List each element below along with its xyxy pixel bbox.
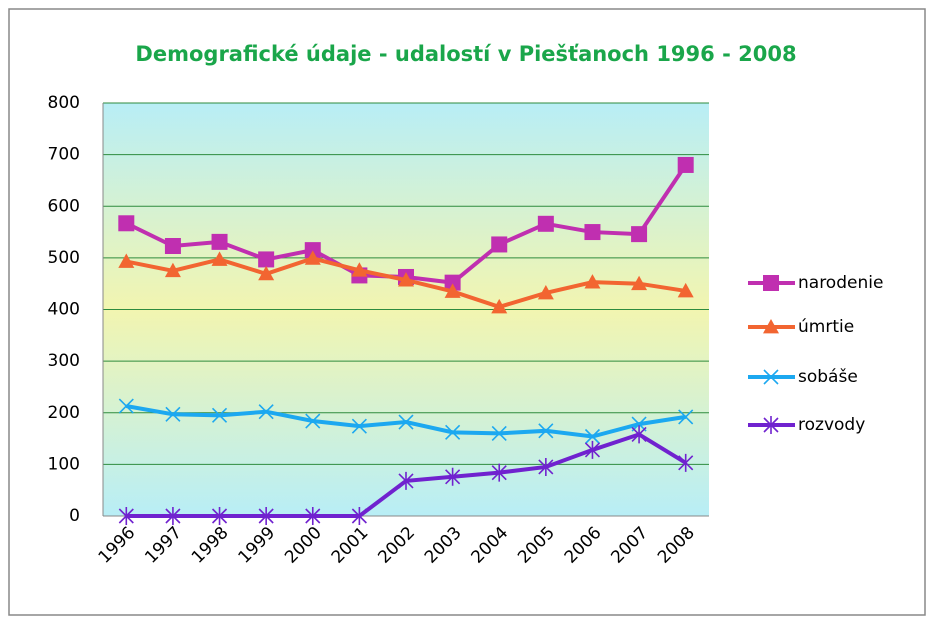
marker (258, 265, 275, 281)
marker (305, 507, 321, 525)
marker (491, 236, 508, 253)
chart-title: Demografické údaje - udalostí v Piešťano… (135, 42, 796, 66)
y-tick-label: 300 (48, 351, 80, 371)
marker (763, 319, 779, 334)
marker (491, 298, 508, 314)
marker (445, 424, 461, 440)
marker (398, 471, 414, 490)
marker (211, 507, 228, 525)
marker (491, 463, 507, 482)
marker (631, 275, 648, 291)
marker (584, 440, 601, 459)
marker (351, 507, 367, 525)
marker (351, 262, 368, 277)
marker (258, 507, 274, 525)
marker (211, 407, 228, 423)
marker (584, 428, 601, 445)
marker (677, 156, 694, 173)
y-tick-label: 100 (48, 454, 80, 474)
marker (164, 262, 181, 278)
marker (763, 275, 779, 291)
marker (165, 406, 181, 422)
marker (763, 369, 779, 385)
marker (258, 251, 275, 268)
marker (304, 242, 321, 259)
marker (211, 233, 228, 250)
marker (631, 425, 647, 444)
y-tick-label: 600 (48, 196, 80, 216)
marker (537, 284, 554, 300)
marker (305, 413, 321, 429)
marker (763, 416, 779, 434)
y-tick-label: 200 (48, 403, 80, 423)
marker (258, 404, 274, 420)
marker (165, 507, 181, 525)
marker (677, 282, 694, 298)
marker (444, 274, 461, 291)
marker (304, 250, 321, 265)
y-tick-label: 0 (69, 506, 80, 526)
marker (444, 283, 461, 298)
marker (584, 274, 601, 289)
y-tick-label: 400 (48, 300, 80, 320)
marker (538, 457, 554, 476)
marker (445, 467, 461, 486)
marker (678, 409, 694, 425)
legend-label: rozvody (798, 415, 865, 435)
legend-label: narodenie (798, 273, 883, 293)
marker (351, 418, 367, 434)
marker (538, 423, 554, 439)
marker (118, 215, 135, 232)
marker (211, 251, 228, 266)
marker (678, 453, 694, 472)
legend-label: sobáše (798, 367, 858, 387)
marker (118, 253, 135, 268)
marker (584, 224, 601, 241)
marker (398, 414, 414, 430)
marker (118, 507, 134, 525)
legend-label: úmrtie (798, 317, 854, 337)
marker (537, 215, 554, 232)
y-tick-label: 700 (48, 145, 80, 165)
y-tick-label: 800 (48, 93, 80, 113)
marker (164, 238, 181, 255)
marker (398, 272, 414, 287)
marker (118, 398, 134, 414)
marker (491, 425, 507, 441)
marker (631, 226, 648, 243)
y-tick-label: 500 (48, 248, 80, 268)
